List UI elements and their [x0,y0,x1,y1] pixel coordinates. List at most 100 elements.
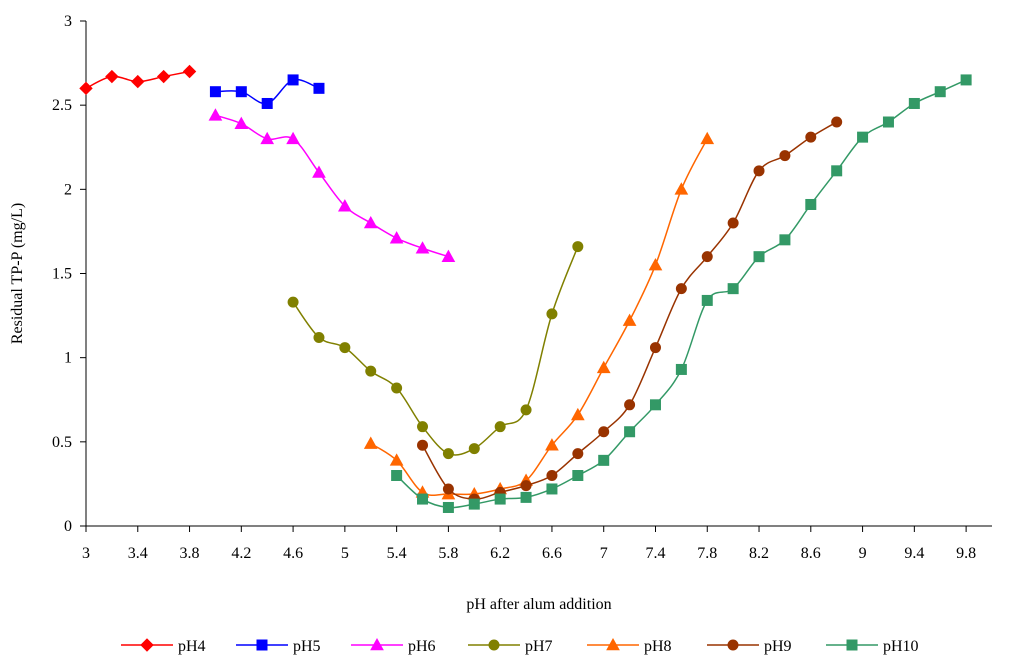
legend-marker [488,639,500,651]
x-tick-label: 7.8 [697,545,717,562]
data-point-ph5 [313,82,325,94]
x-tick-label: 5 [341,545,349,562]
data-point-ph6 [260,131,275,145]
data-point-ph10 [779,234,791,246]
legend: pH4 pH5 pH6 pH7 pH8 pH9 pH10 [121,637,919,655]
x-tick-label: 6.2 [490,545,510,562]
data-point-ph10 [546,483,558,495]
data-point-ph7 [365,365,377,377]
data-point-ph10 [675,363,687,375]
data-point-ph9 [753,165,765,177]
legend-item-ph8: pH8 [587,637,672,655]
data-point-ph9 [727,217,739,229]
data-point-ph7 [442,448,454,460]
data-point-ph10 [753,251,765,263]
data-point-ph10 [960,74,972,86]
series-line-ph9 [421,121,838,500]
data-point-ph10 [598,454,610,466]
data-point-ph10 [624,426,636,438]
legend-label: pH10 [883,638,919,655]
y-tick-label: 0.5 [52,434,72,451]
data-point-ph7 [417,421,429,433]
data-point-ph9 [442,483,454,495]
data-point-ph7 [339,342,351,354]
series-ph5 [209,74,325,109]
x-tick-label: 4.6 [283,545,303,562]
legend-marker [606,637,620,651]
data-point-ph8 [596,360,611,374]
data-point-ph10 [857,131,869,143]
data-point-ph10 [520,491,532,503]
data-point-ph7 [494,421,506,433]
data-point-ph9 [520,480,532,492]
x-axis-title: pH after alum addition [466,596,611,613]
data-point-ph8 [545,438,559,451]
data-point-ph8 [622,313,637,326]
data-point-ph6 [441,249,456,262]
data-point-ph7 [313,331,325,343]
data-point-ph9 [805,131,817,143]
data-point-ph8 [700,131,715,145]
legend-label: pH8 [644,638,672,655]
x-tick-label: 8.2 [749,545,769,562]
data-point-ph10 [831,165,843,177]
legend-marker [727,639,739,651]
series-ph10 [391,74,972,513]
x-tick-label: 5.4 [387,545,407,562]
x-tick-label: 9.4 [904,545,924,562]
legend-item-ph6: pH6 [351,637,436,655]
legend-label: pH9 [764,638,792,655]
data-point-ph4 [105,69,119,84]
data-point-ph5 [209,86,221,98]
legend-item-ph5: pH5 [236,638,321,655]
data-point-ph10 [468,498,480,510]
data-point-ph7 [572,241,584,253]
data-point-ph9 [649,342,661,354]
x-tick-label: 8.6 [801,545,821,562]
legend-marker [256,639,268,651]
data-point-ph10 [572,470,584,481]
data-point-ph9 [831,116,843,128]
data-point-ph7 [546,308,558,320]
y-axis-title: Residual TP-P (mg/L) [9,203,26,344]
data-point-ph7 [468,443,480,455]
series-line-ph6 [215,114,449,258]
data-point-ph6 [389,231,404,244]
data-point-ph9 [701,251,713,263]
data-point-ph5 [287,74,299,86]
data-point-ph6 [286,131,300,145]
data-point-ph10 [417,493,429,505]
x-axis-ticks: 3 3.4 3.8 4.2 4.6 5 5.4 5.8 6.2 6.6 7 7.4 7.8 8.2 8.6 9… [82,526,976,562]
legend-marker [140,638,154,652]
data-point-ph9 [546,470,558,481]
y-axis-ticks: 0 0.5 1 1.5 2 2.5 3 [52,13,86,535]
data-point-ph5 [261,97,273,109]
legend-item-ph7: pH7 [468,638,553,655]
data-point-ph9 [417,439,429,451]
series-layer [79,64,972,513]
x-tick-label: 4.2 [231,545,251,562]
y-tick-label: 0 [64,518,72,535]
y-tick-label: 1.5 [52,266,72,283]
data-point-ph9 [779,150,791,162]
y-tick-label: 2.5 [52,97,72,114]
data-point-ph8 [363,436,378,449]
data-point-ph4 [131,74,145,89]
data-point-ph5 [235,86,247,98]
legend-marker [846,639,858,651]
data-point-ph10 [391,470,403,481]
data-point-ph8 [570,407,585,421]
x-tick-label: 3.8 [180,545,200,562]
legend-label: pH5 [293,638,321,655]
data-point-ph10 [882,116,894,128]
data-point-ph10 [934,86,946,98]
data-point-ph6 [312,165,326,178]
data-point-ph10 [805,198,817,210]
x-tick-label: 9 [859,545,867,562]
data-point-ph4 [79,81,93,96]
x-tick-label: 5.8 [438,545,458,562]
data-point-ph9 [675,283,687,295]
data-point-ph10 [442,501,454,513]
series-ph8 [363,131,715,500]
